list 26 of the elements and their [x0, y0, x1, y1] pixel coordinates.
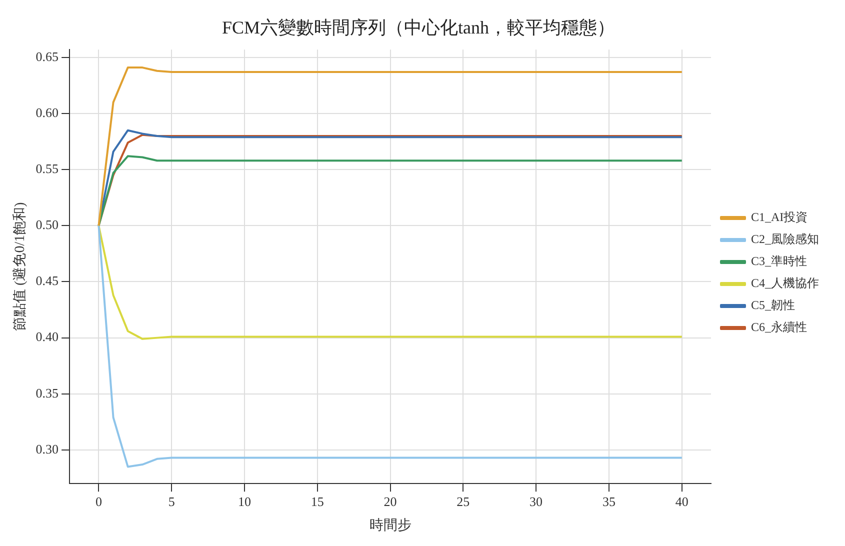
y-tick-label: 0.40: [36, 329, 59, 344]
legend-label: C6_永續性: [750, 320, 808, 334]
legend-label: C2_風險感知: [750, 232, 820, 246]
y-tick-label: 0.50: [36, 217, 59, 232]
x-tick-label: 15: [310, 494, 324, 509]
y-tick-label: 0.35: [36, 385, 59, 400]
legend-label: C3_準時性: [750, 254, 808, 268]
legend-label: C5_韌性: [750, 298, 796, 312]
y-tick-label: 0.60: [36, 104, 59, 120]
x-tick-label: 35: [602, 494, 616, 509]
y-tick-label: 0.30: [36, 441, 59, 456]
x-axis-title: 時間步: [369, 517, 412, 534]
x-tick-label: 25: [456, 494, 470, 509]
x-tick-label: 10: [238, 494, 251, 509]
y-axis-title: 節點值 (避免0/1飽和): [12, 202, 28, 331]
x-tick-label: 40: [675, 494, 688, 509]
x-tick-label: 20: [384, 494, 397, 509]
x-tick-label: 30: [530, 494, 543, 509]
y-tick-label: 0.65: [36, 48, 59, 64]
y-tick-label: 0.55: [36, 161, 59, 176]
y-tick-label: 0.45: [36, 273, 59, 288]
legend-label: C4_人機協作: [750, 276, 820, 290]
legend-label: C1_AI投資: [750, 210, 808, 224]
x-tick-label: 5: [168, 494, 175, 509]
chart-title: FCM六變數時間序列（中心化tanh，較平均穩態）: [222, 18, 616, 38]
x-tick-label: 0: [95, 494, 102, 509]
